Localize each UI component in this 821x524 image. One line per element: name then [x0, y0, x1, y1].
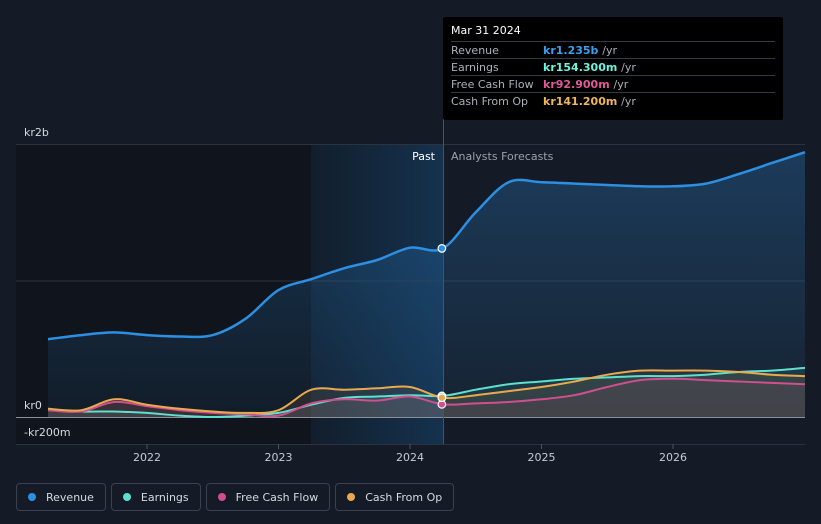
marker-cash-from-op [437, 393, 447, 403]
past-label: Past [412, 150, 436, 163]
line-revenue [47, 151, 806, 341]
tooltip-label: Free Cash Flow [451, 78, 534, 91]
tooltip-label: Revenue [451, 44, 499, 57]
legend-dot-icon [28, 493, 36, 501]
legend: Revenue Earnings Free Cash Flow Cash Fro… [16, 483, 455, 511]
y-tick-label-top: kr2b [24, 126, 49, 139]
legend-label: Revenue [46, 490, 94, 504]
x-axis-ticks: 2022 2023 2024 2025 2026 [133, 444, 687, 464]
tooltip-value: kr141.200m /yr [543, 95, 636, 108]
tooltip-value: kr92.900m /yr [543, 78, 629, 91]
legend-item-revenue[interactable]: Revenue [16, 483, 106, 511]
area-cash-from-op [48, 370, 805, 417]
x-tick-label: 2023 [265, 451, 293, 464]
tooltip-date: Mar 31 2024 [451, 24, 521, 37]
area-free-cash-flow [48, 378, 805, 417]
y-tick-label-bottom: -kr200m [24, 426, 71, 439]
tooltip-row-revenue: Revenue kr1.235b /yr [451, 41, 775, 59]
forecast-label: Analysts Forecasts [451, 150, 554, 163]
legend-item-free-cash-flow[interactable]: Free Cash Flow [205, 483, 331, 511]
legend-label: Free Cash Flow [235, 490, 319, 504]
marker-revenue [437, 244, 447, 253]
x-tick-label: 2025 [528, 451, 556, 464]
series-areas [48, 152, 805, 417]
tooltip-value: kr154.300m /yr [543, 61, 636, 74]
tooltip-row-earnings: Earnings kr154.300m /yr [451, 58, 775, 76]
series-lines [47, 151, 806, 419]
x-tick-label: 2026 [659, 451, 687, 464]
line-free-cash-flow [47, 377, 806, 418]
tooltip-value: kr1.235b /yr [543, 44, 618, 57]
tooltip-row-cash-from-op: Cash From Op kr141.200m /yr [451, 92, 775, 110]
tooltip-label: Earnings [451, 61, 499, 74]
x-tick-label: 2022 [133, 451, 161, 464]
series-markers [437, 244, 447, 409]
tooltip-label: Cash From Op [451, 95, 529, 108]
x-tick-label: 2024 [396, 451, 424, 464]
legend-dot-icon [347, 493, 356, 501]
legend-label: Cash From Op [365, 490, 443, 504]
legend-item-earnings[interactable]: Earnings [110, 483, 201, 511]
area-revenue [48, 152, 805, 417]
legend-label: Earnings [140, 490, 189, 504]
legend-dot-icon [217, 493, 226, 501]
line-earnings [47, 366, 806, 419]
line-cash-from-op [47, 369, 806, 414]
legend-dot-icon [122, 493, 131, 501]
tooltip: Mar 31 2024 Revenue kr1.235b /yr Earning… [443, 17, 783, 120]
area-earnings [48, 367, 805, 417]
tooltip-row-free-cash-flow: Free Cash Flow kr92.900m /yr [451, 75, 775, 93]
legend-item-cash-from-op[interactable]: Cash From Op [335, 483, 455, 511]
y-tick-label-zero: kr0 [24, 399, 42, 412]
